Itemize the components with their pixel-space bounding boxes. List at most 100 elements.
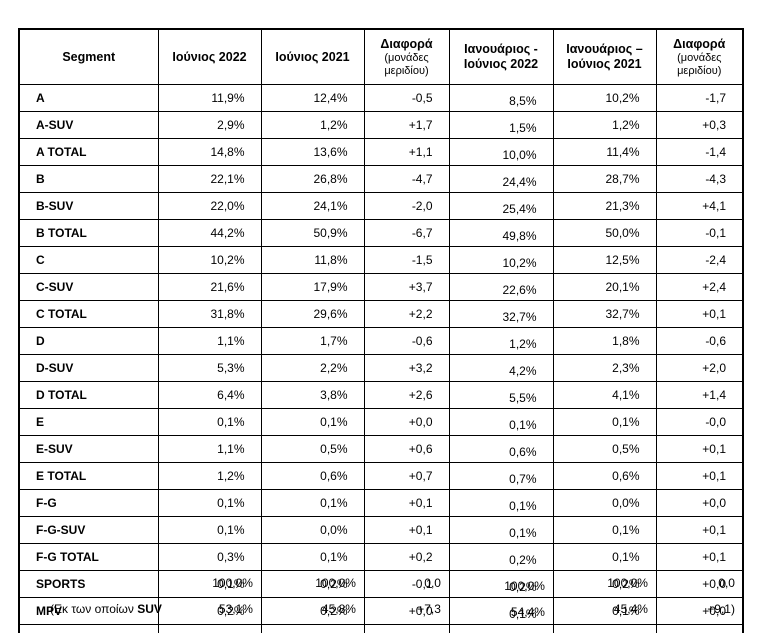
- diff-ytd-cell: +0,0: [655, 597, 744, 625]
- table-row: E-SUV 1,1% 0,5% +0,6 0,6% 0,5% +0,1: [18, 435, 744, 463]
- segment-cell: B TOTAL: [18, 219, 159, 247]
- june-2021-cell: 24,1%: [260, 192, 365, 220]
- diff-ytd-cell: +4,1: [655, 192, 744, 220]
- june-2021-cell: 17,9%: [260, 273, 365, 301]
- jan-june-2022-cell: 10,2%: [448, 246, 554, 274]
- diff-month-cell: -1,5: [363, 246, 450, 274]
- june-2021-cell: 3,8%: [260, 381, 365, 409]
- jan-june-2022-cell: 24,4%: [448, 165, 554, 193]
- june-2021-cell: 11,8%: [260, 246, 365, 274]
- segment-cell: F-G TOTAL: [18, 543, 159, 571]
- segment-cell: E TOTAL: [18, 462, 159, 490]
- jan-june-2021-cell: 4,1%: [552, 381, 657, 409]
- diff-month-cell: -0,6: [363, 327, 450, 355]
- segment-cell: B-SUV: [18, 192, 159, 220]
- jan-june-2021-cell: 10,2%: [552, 84, 657, 112]
- june-2021-cell: 0,1%: [260, 489, 365, 517]
- jan-june-2021-cell: 2,3%: [552, 354, 657, 382]
- june-2022-cell: 44,2%: [157, 219, 262, 247]
- total-diff-month: 0,0: [424, 576, 441, 590]
- june-2022-cell: 14,8%: [157, 138, 262, 166]
- jan-june-2022-cell: 0,1%: [448, 516, 554, 544]
- diff-ytd-cell: +0,1: [655, 435, 744, 463]
- suv-diff-ytd: +9,1): [707, 602, 735, 616]
- june-2021-cell: 0,1%: [260, 408, 365, 436]
- june-2022-cell: 22,0%: [157, 192, 262, 220]
- segments-table: Segment Ιούνιος 2022 Ιούνιος 2021 Διαφορ…: [18, 28, 744, 633]
- table-row: F-G-SUV 0,1% 0,0% +0,1 0,1% 0,1% +0,1: [18, 516, 744, 544]
- diff-month-cell: -0,1: [363, 570, 450, 598]
- june-2021-cell: 0,9%: [260, 624, 365, 633]
- june-2022-cell: 22,1%: [157, 165, 262, 193]
- segment-cell: D-SUV: [18, 354, 159, 382]
- diff-ytd-cell: -2,4: [655, 246, 744, 274]
- suv-share-label-prefix: (Εκ των οποίων: [50, 602, 138, 616]
- jan-june-2021-cell: 0,8%: [552, 624, 657, 633]
- diff-month-cell: -4,7: [363, 165, 450, 193]
- june-2022-cell: 0,1%: [157, 408, 262, 436]
- june-2022-cell: 21,6%: [157, 273, 262, 301]
- segment-cell: E: [18, 408, 159, 436]
- segment-cell: F-G: [18, 489, 159, 517]
- diff-month-cell: +0,2: [363, 543, 450, 571]
- segment-cell: D: [18, 327, 159, 355]
- segment-cell: C-SUV: [18, 273, 159, 301]
- diff-month-cell: +3,2: [363, 354, 450, 382]
- june-2022-cell: 0,3%: [157, 543, 262, 571]
- june-2021-cell: 50,9%: [260, 219, 365, 247]
- table-row: SPORTS 0,1% 0,2% -0,1 0,2% 0,2% +0,0: [18, 570, 744, 598]
- segment-cell: C TOTAL: [18, 300, 159, 328]
- june-2021-cell: 26,8%: [260, 165, 365, 193]
- suv-share-label: (Εκ των οποίων SUV: [18, 596, 166, 622]
- suv-jan-june-2021: 45,4%: [613, 602, 648, 616]
- diff-ytd-cell: +2,4: [655, 273, 744, 301]
- segment-cell: MPV: [18, 597, 159, 625]
- diff-ytd-cell: -4,3: [655, 165, 744, 193]
- diff-month-cell: +1,7: [363, 111, 450, 139]
- jan-june-2022-cell: 1,5%: [448, 111, 554, 139]
- col-header-jan-june-2021: Ιανουάριος – Ιούνιος 2021: [552, 28, 657, 85]
- table-row: E 0,1% 0,1% +0,0 0,1% 0,1% -0,0: [18, 408, 744, 436]
- june-2021-cell: 29,6%: [260, 300, 365, 328]
- table-row: A-SUV 2,9% 1,2% +1,7 1,5% 1,2% +0,3: [18, 111, 744, 139]
- segment-cell: D TOTAL: [18, 381, 159, 409]
- suv-june-2022: 53,1%: [218, 602, 253, 616]
- total-jan-june-2021: 100,0%: [607, 576, 648, 590]
- diff-ytd-cell: +0,1: [655, 516, 744, 544]
- june-2021-cell: 2,2%: [260, 354, 365, 382]
- diff-month-cell: +1,1: [363, 138, 450, 166]
- table-row: MPV 0,2% 0,2% +0,0 0,1% 0,1% +0,0: [18, 597, 744, 625]
- jan-june-2021-cell: 28,7%: [552, 165, 657, 193]
- jan-june-2021-cell: 21,3%: [552, 192, 657, 220]
- jan-june-2022-cell: 25,4%: [448, 192, 554, 220]
- total-june-2022: 100,0%: [212, 576, 253, 590]
- col-header-diff-month-sub: (μονάδες μεριδίου): [384, 51, 429, 77]
- june-2022-cell: 0,2%: [157, 597, 262, 625]
- col-header-jan-june-2022: Ιανουάριος - Ιούνιος 2022: [448, 28, 554, 85]
- table-header: Segment Ιούνιος 2022 Ιούνιος 2021 Διαφορ…: [18, 28, 744, 85]
- table-row: C TOTAL 31,8% 29,6% +2,2 32,7% 32,7% +0,…: [18, 300, 744, 328]
- diff-month-cell: +0,6: [363, 435, 450, 463]
- diff-ytd-cell: +0,0: [655, 489, 744, 517]
- jan-june-2021-cell: 0,1%: [552, 543, 657, 571]
- segment-cell: A TOTAL: [18, 138, 159, 166]
- table-row: E TOTAL 1,2% 0,6% +0,7 0,7% 0,6% +0,1: [18, 462, 744, 490]
- suv-diff-month: +7,3: [417, 602, 441, 616]
- diff-ytd-cell: +0,1: [655, 300, 744, 328]
- diff-ytd-cell: +0,3: [655, 111, 744, 139]
- table-row: D-SUV 5,3% 2,2% +3,2 4,2% 2,3% +2,0: [18, 354, 744, 382]
- june-2022-cell: 6,4%: [157, 381, 262, 409]
- footer-suv-row: (Εκ των οποίων SUV 53,1% 45,8% +7,3 54,4…: [18, 596, 751, 622]
- table-row: B TOTAL 44,2% 50,9% -6,7 49,8% 50,0% -0,…: [18, 219, 744, 247]
- june-2021-cell: 1,7%: [260, 327, 365, 355]
- header-row: Segment Ιούνιος 2022 Ιούνιος 2021 Διαφορ…: [18, 28, 744, 85]
- jan-june-2022-cell: 0,1%: [448, 489, 554, 517]
- jan-june-2022-cell: 0,7%: [448, 624, 554, 633]
- diff-ytd-cell: +2,0: [655, 354, 744, 382]
- june-2021-cell: 13,6%: [260, 138, 365, 166]
- col-header-diff-ytd-sub: (μονάδες μεριδίου): [677, 51, 722, 77]
- june-2021-cell: 0,1%: [260, 543, 365, 571]
- diff-month-cell: +0,1: [363, 489, 450, 517]
- table-row: D TOTAL 6,4% 3,8% +2,6 5,5% 4,1% +1,4: [18, 381, 744, 409]
